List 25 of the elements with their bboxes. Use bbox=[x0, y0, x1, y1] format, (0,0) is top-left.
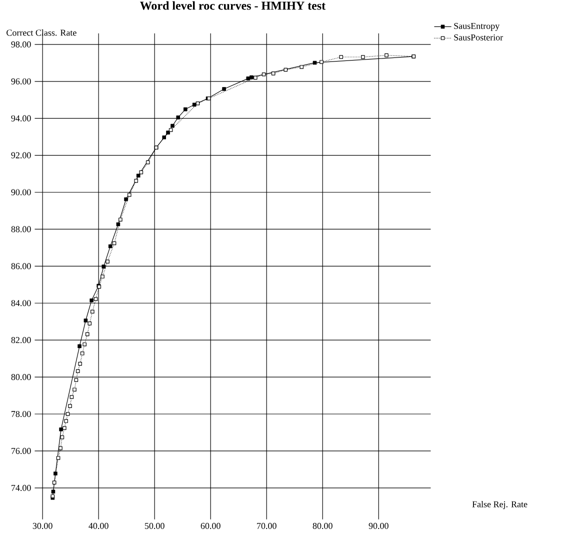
x-tick-label: 70.00 bbox=[257, 522, 276, 529]
legend-label: SausEntropy bbox=[454, 22, 500, 31]
y-tick-label: 74.00 bbox=[12, 484, 31, 491]
x-tick-label: 30.00 bbox=[32, 522, 52, 529]
x-tick-label: 50.00 bbox=[144, 522, 164, 529]
y-tick-label: 90.00 bbox=[11, 189, 31, 196]
y-axis-title: Correct Class. Rate bbox=[6, 29, 76, 36]
y-tick-label: 84.00 bbox=[11, 300, 31, 306]
x-tick-label: 90.00 bbox=[368, 522, 388, 529]
x-tick-label: 40.00 bbox=[88, 522, 108, 529]
y-tick-label: 86.00 bbox=[11, 263, 31, 270]
legend-label: SausPosterior bbox=[454, 34, 504, 40]
y-tick-label: 80.00 bbox=[11, 374, 31, 380]
y-tick-label: 88.00 bbox=[11, 226, 31, 232]
x-tick-label: 80.00 bbox=[312, 522, 332, 529]
y-tick-label: 78.00 bbox=[12, 410, 31, 418]
y-tick-label: 94.00 bbox=[11, 115, 31, 122]
x-tick-label: 60.00 bbox=[200, 522, 220, 529]
y-tick-label: 82.00 bbox=[11, 337, 31, 344]
y-tick-label: 76.00 bbox=[12, 448, 31, 454]
y-tick-label: 92.00 bbox=[11, 152, 31, 158]
y-tick-label: 98.00 bbox=[11, 41, 31, 48]
x-axis-title: False Rej. Rate bbox=[472, 500, 528, 510]
chart-title: Word level roc curves - HMIHY test bbox=[140, 1, 326, 10]
y-tick-label: 96.00 bbox=[11, 78, 31, 84]
